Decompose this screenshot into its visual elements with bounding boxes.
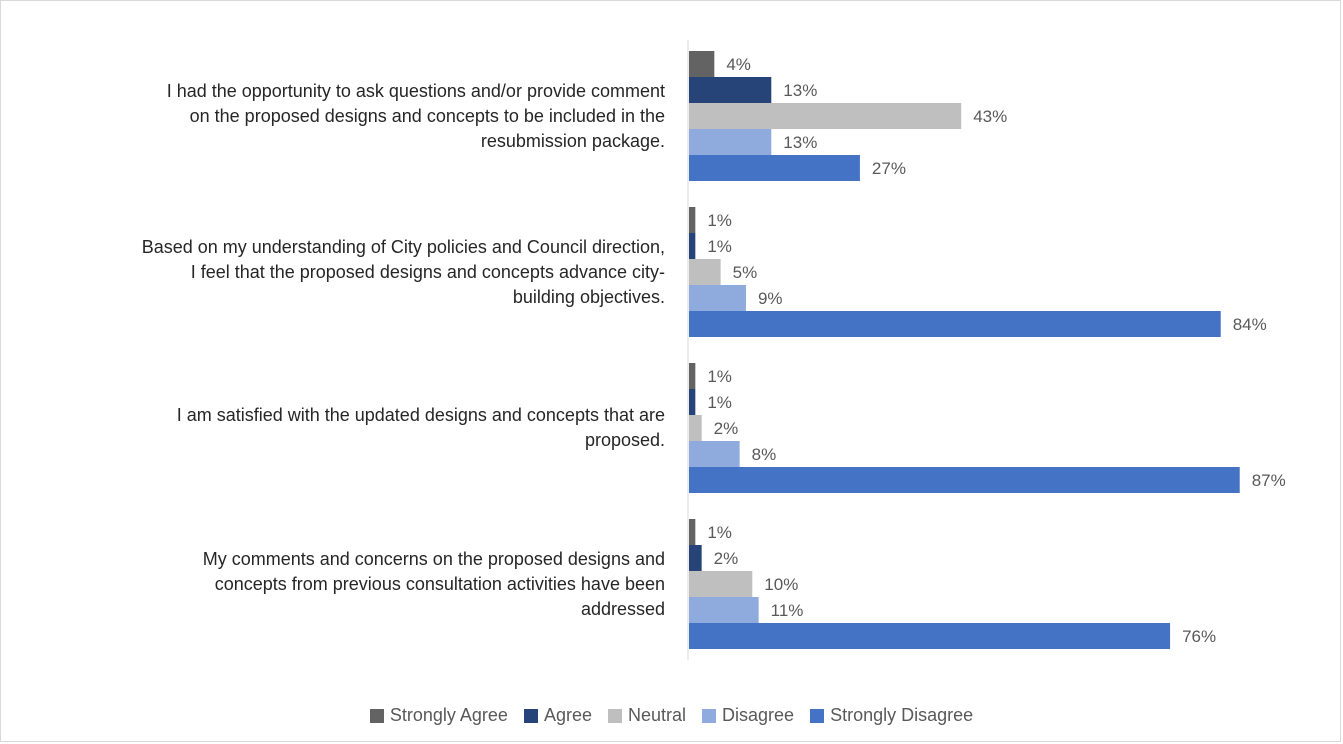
category-label-line: proposed. [584, 430, 665, 450]
legend-swatch [369, 708, 384, 723]
legend-swatch [810, 708, 825, 723]
data-label: 84% [1233, 315, 1267, 334]
legend-item: Agree [523, 705, 592, 726]
bar-disagree-1 [689, 129, 772, 155]
data-label: 13% [783, 133, 817, 152]
bar-neutral-1 [689, 103, 962, 129]
legend: Strongly Agree Agree Neutral Disagree Strong… [0, 705, 1343, 726]
bar-strongly-disagree-4 [689, 623, 1171, 649]
bar-agree-1 [689, 77, 772, 103]
data-label: 13% [783, 81, 817, 100]
category-label: Based on my understanding of City polici… [15, 235, 665, 310]
bar-agree-4 [689, 545, 702, 571]
category-label-line: Based on my understanding of City polici… [141, 236, 665, 257]
data-label: 1% [707, 237, 732, 256]
data-label: 1% [707, 211, 732, 230]
bar-neutral-3 [689, 415, 702, 441]
data-label: 1% [707, 523, 732, 542]
legend-label: Disagree [722, 705, 795, 725]
data-label: 9% [758, 289, 783, 308]
data-label: 10% [764, 575, 798, 594]
data-label: 8% [752, 445, 777, 464]
legend-label: Strongly Agree [389, 705, 508, 725]
bar-strongly-disagree-1 [689, 155, 860, 181]
bar-strongly-agree-3 [689, 363, 696, 389]
data-label: 27% [872, 159, 906, 178]
bar-strongly-agree-1 [689, 51, 715, 77]
data-label: 2% [714, 419, 739, 438]
data-label: 43% [973, 107, 1007, 126]
bar-disagree-2 [689, 285, 746, 311]
data-label: 87% [1252, 471, 1286, 490]
data-label: 2% [714, 549, 739, 568]
category-label-line: building objectives. [512, 286, 665, 307]
legend-swatch [607, 708, 622, 723]
category-label-line: on the proposed designs and concepts to … [189, 105, 665, 126]
bar-neutral-4 [689, 571, 753, 597]
bar-strongly-agree-2 [689, 207, 696, 233]
bar-strongly-agree-4 [689, 519, 696, 545]
bar-strongly-disagree-3 [689, 467, 1240, 493]
legend-item: Neutral [607, 705, 687, 726]
bar-strongly-disagree-2 [689, 311, 1221, 337]
data-label: 5% [733, 263, 758, 282]
legend-label: Strongly Disagree [830, 705, 974, 725]
category-label-line: concepts from previous consultation acti… [214, 573, 665, 594]
category-label-line: resubmission package. [480, 130, 665, 151]
bar-neutral-2 [689, 259, 721, 285]
legend-item: Strongly Agree [369, 705, 508, 726]
bar-disagree-4 [689, 597, 759, 623]
category-label: I am satisfied with the updated designs … [15, 403, 665, 453]
data-label: 4% [726, 55, 751, 74]
legend-label: Agree [543, 705, 592, 725]
legend-swatch [702, 708, 717, 723]
category-label-line: I had the opportunity to ask questions a… [166, 80, 665, 101]
category-label-line: I am satisfied with the updated designs … [176, 405, 665, 425]
data-label: 11% [771, 601, 804, 620]
bar-disagree-3 [689, 441, 740, 467]
bar-agree-3 [689, 389, 696, 415]
legend-item: Disagree [702, 705, 794, 726]
category-label-line: addressed [580, 598, 665, 619]
data-label: 1% [707, 393, 732, 412]
category-label-line: I feel that the proposed designs and con… [190, 261, 665, 282]
category-label-line: My comments and concerns on the proposed… [202, 548, 665, 569]
legend-item: Strongly Disagree [810, 705, 973, 726]
data-label: 76% [1182, 627, 1216, 646]
legend-label: Neutral [627, 705, 687, 725]
category-label: I had the opportunity to ask questions a… [15, 79, 665, 154]
bar-agree-2 [689, 233, 696, 259]
legend-swatch [523, 708, 538, 723]
category-label: My comments and concerns on the proposed… [15, 547, 665, 622]
data-label: 1% [707, 367, 732, 386]
